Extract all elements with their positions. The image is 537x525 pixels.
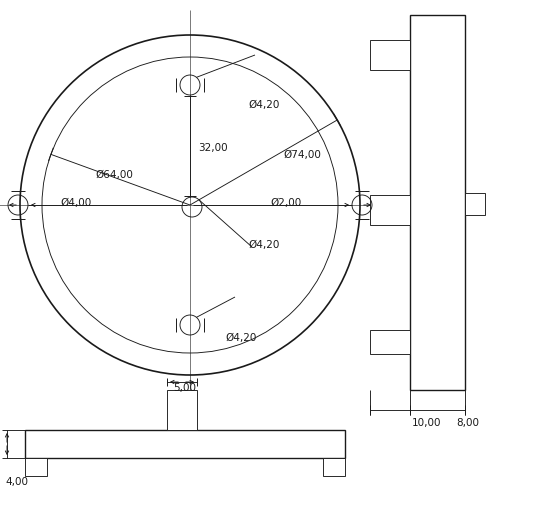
Text: 5,00: 5,00: [173, 383, 197, 393]
Text: Ø2,00: Ø2,00: [270, 198, 301, 208]
Bar: [370, 40, 410, 70]
Text: Ø64,00: Ø64,00: [95, 170, 133, 180]
Text: 4,00: 4,00: [5, 477, 28, 487]
Text: 32,00: 32,00: [198, 143, 228, 153]
Text: Ø4,20: Ø4,20: [248, 240, 279, 250]
Bar: [410, 15, 465, 390]
Bar: [465, 193, 485, 215]
Text: Ø4,00: Ø4,00: [60, 198, 91, 208]
Text: 8,00: 8,00: [456, 418, 480, 428]
Text: Ø74,00: Ø74,00: [283, 150, 321, 160]
Text: Ø4,20: Ø4,20: [225, 333, 256, 343]
Bar: [25, 458, 47, 476]
Bar: [25, 430, 345, 458]
Text: Ø4,20: Ø4,20: [248, 100, 279, 110]
Bar: [167, 390, 197, 430]
Bar: [370, 195, 410, 225]
Text: 10,00: 10,00: [412, 418, 442, 428]
Bar: [323, 458, 345, 476]
Bar: [370, 330, 410, 354]
